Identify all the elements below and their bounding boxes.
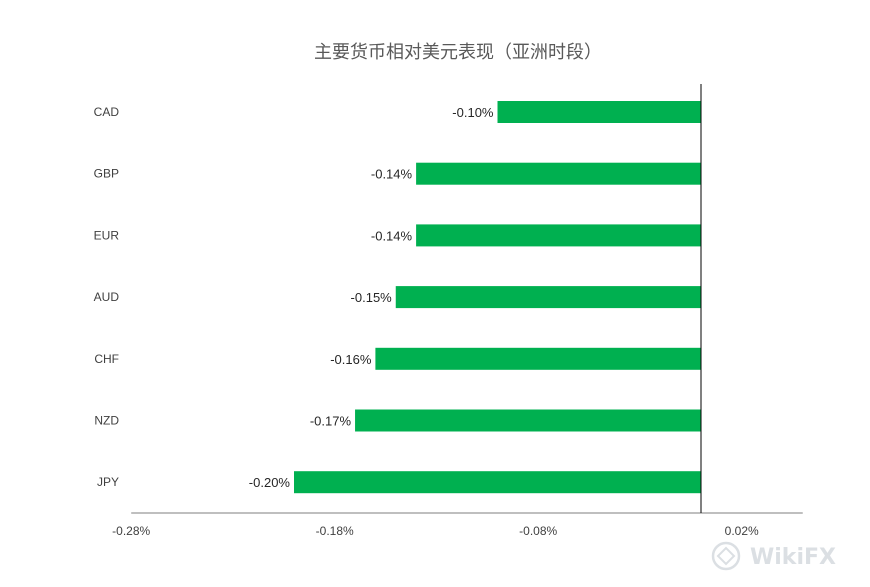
bar-jpy	[294, 471, 701, 494]
category-label-gbp: GBP	[94, 167, 119, 181]
data-label-nzd: -0.17%	[310, 414, 352, 429]
chart-title: 主要货币相对美元表现（亚洲时段）	[314, 42, 602, 63]
bar-chf	[375, 347, 701, 370]
category-label-cad: CAD	[94, 105, 120, 119]
data-label-cad: -0.10%	[452, 105, 494, 120]
data-label-aud: -0.15%	[351, 290, 393, 305]
x-tick-label-3: 0.02%	[725, 524, 759, 538]
category-label-nzd: NZD	[94, 414, 119, 428]
watermark-logo: WikiFX	[711, 541, 836, 571]
data-label-chf: -0.16%	[330, 352, 372, 367]
watermark-icon	[711, 541, 741, 571]
plot-area: CAD -0.10% GBP -0.14% EUR -0.14% AUD -0.15% CHF -…	[94, 84, 803, 538]
bar-eur	[416, 224, 701, 247]
category-label-chf: CHF	[94, 352, 119, 366]
category-label-aud: AUD	[94, 290, 120, 304]
watermark-text: WikiFX	[750, 545, 836, 570]
x-tick-label-1: -0.18%	[316, 524, 354, 538]
category-label-eur: EUR	[94, 228, 120, 242]
x-tick-label-0: -0.28%	[112, 524, 150, 538]
data-label-eur: -0.14%	[371, 228, 413, 243]
bar-gbp	[416, 162, 701, 185]
data-label-gbp: -0.14%	[371, 167, 413, 182]
x-tick-label-2: -0.08%	[519, 524, 557, 538]
bar-nzd	[355, 409, 701, 432]
bar-aud	[395, 286, 701, 309]
bar-cad	[497, 101, 701, 123]
category-label-jpy: JPY	[97, 475, 119, 489]
data-label-jpy: -0.20%	[249, 475, 291, 490]
